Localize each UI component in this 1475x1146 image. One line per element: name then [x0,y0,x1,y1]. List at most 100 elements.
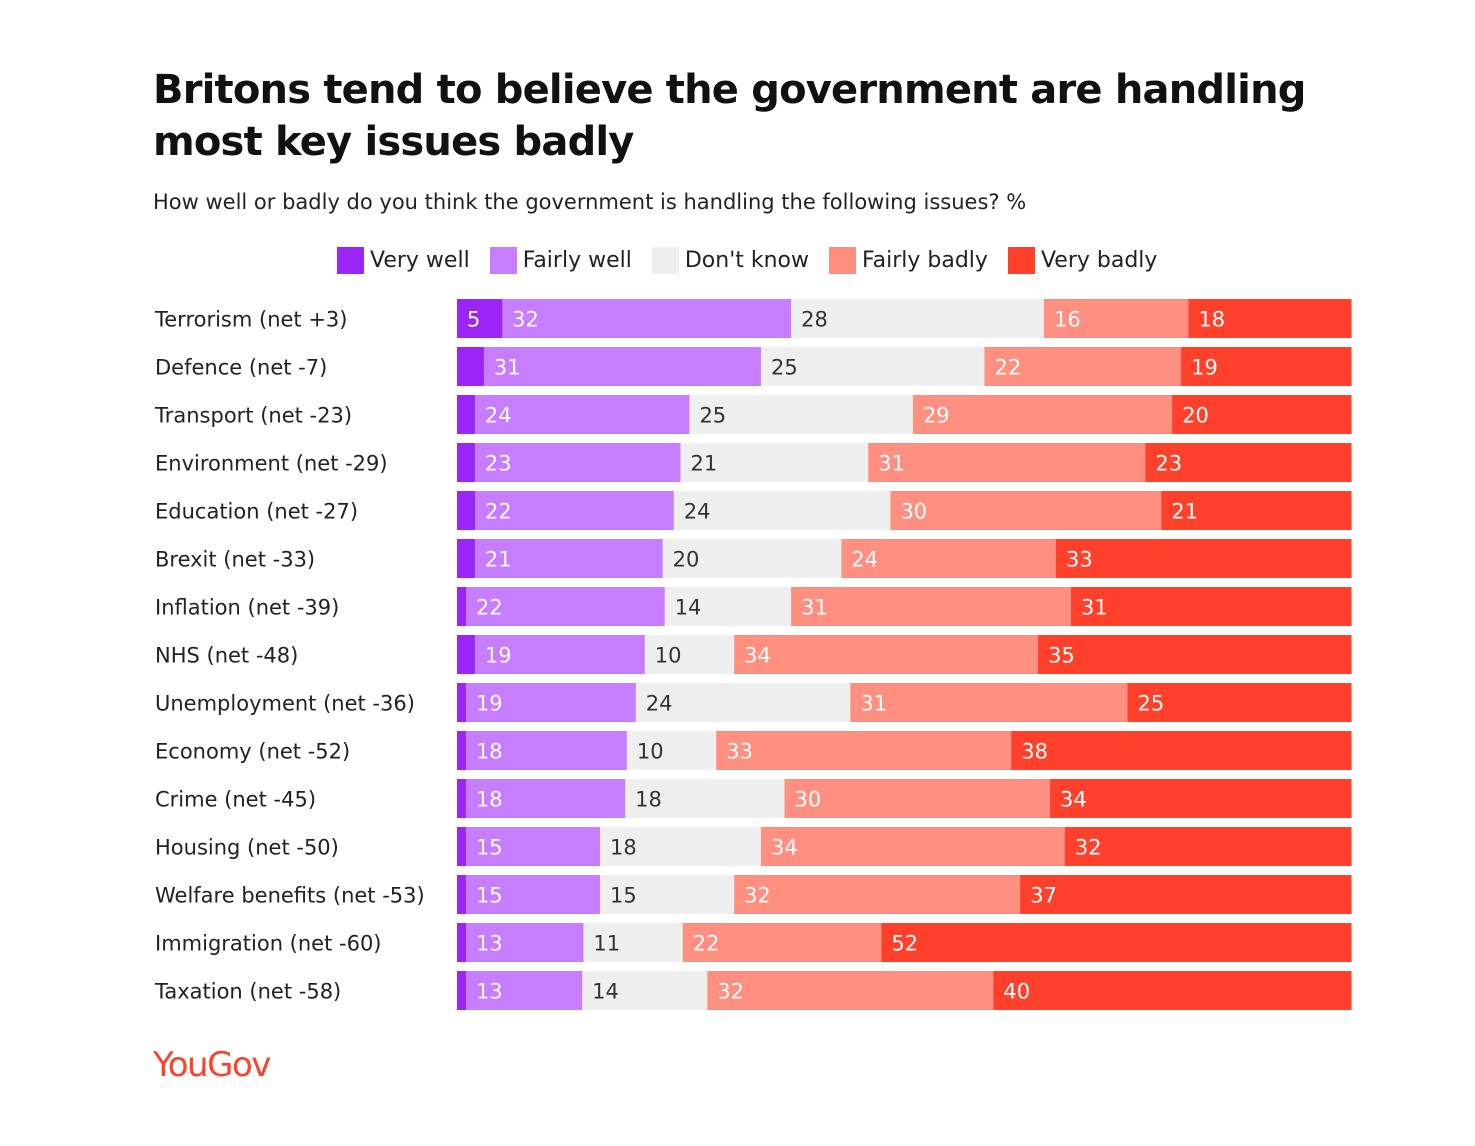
data-label-very-badly: 32 [1075,836,1102,860]
data-label-very-badly: 34 [1060,788,1087,812]
data-label-don-t-know: 14 [592,980,619,1004]
bar-segment-fairly-badly [760,827,1066,866]
data-label-don-t-know: 25 [699,404,726,428]
data-label-fairly-badly: 31 [801,596,828,620]
bar-segment-very-well [457,827,467,866]
bar-segment-fairly-well [465,971,583,1010]
bar-segment-very-well [457,443,476,482]
bar-segment-fairly-badly [682,923,882,962]
category-label: Inflation (net -39) [155,596,339,620]
bar-segment-fairly-well [475,491,675,530]
bar-segment-very-badly [1071,587,1352,626]
data-label-fairly-badly: 31 [860,692,887,716]
bar-segment-don-t-know [583,923,684,962]
data-label-fairly-badly: 30 [795,788,822,812]
bar-row-education: Education (net -27) 22 24 30 21 [155,491,1352,530]
data-label-fairly-well: 15 [476,836,503,860]
data-label-very-badly: 19 [1191,356,1218,380]
bar-segment-very-badly [1055,539,1352,578]
bar-segment-very-well [457,395,476,434]
data-label-very-badly: 38 [1021,740,1048,764]
bar-segment-fairly-badly [850,683,1128,722]
category-label: Brexit (net -33) [155,548,315,572]
bar-segment-don-t-know [673,491,891,530]
data-label-don-t-know: 20 [673,548,700,572]
bar-row-defence: Defence (net -7) 31 25 22 19 [155,347,1352,386]
bar-segment-don-t-know [635,683,851,722]
data-label-fairly-badly: 32 [744,884,771,908]
bar-segment-very-well [457,971,467,1010]
data-label-very-badly: 37 [1030,884,1057,908]
bar-segment-fairly-well [474,395,690,434]
legend-label-fairly-well: Fairly well [522,247,632,273]
bar-segment-very-badly [1064,827,1352,866]
data-label-fairly-badly: 24 [851,548,878,572]
bar-row-nhs: NHS (net -48) 19 10 34 35 [155,635,1352,674]
bar-row-economy: Economy (net -52) 18 10 33 38 [155,731,1352,770]
bar-segment-fairly-well [483,347,762,386]
category-label: Taxation (net -58) [154,980,341,1004]
bar-segment-very-well [457,539,476,578]
data-label-don-t-know: 10 [655,644,682,668]
bar-segment-fairly-well [465,683,637,722]
bar-segment-very-badly [1181,347,1352,386]
bar-segment-very-badly [1011,731,1352,770]
bar-segment-very-badly [1020,875,1352,914]
bar-segment-very-well [457,923,467,962]
bar-segment-very-well [457,875,467,914]
bar-segment-don-t-know [664,587,792,626]
data-label-don-t-know: 10 [637,740,664,764]
category-label: Terrorism (net +3) [154,308,348,332]
data-label-fairly-badly: 16 [1054,308,1081,332]
category-label: Environment (net -29) [155,452,388,476]
data-label-don-t-know: 14 [675,596,702,620]
bar-row-crime: Crime (net -45) 18 18 30 34 [155,779,1352,818]
bar-row-transport: Transport (net -23) 24 25 29 20 [154,395,1352,434]
bar-segment-very-well [457,299,503,338]
bar-segment-fairly-badly [868,443,1146,482]
bar-segment-fairly-well [474,539,664,578]
data-label-fairly-well: 18 [476,788,503,812]
bar-row-immigration: Immigration (net -60) 13 11 22 52 [155,923,1352,962]
data-label-fairly-well: 13 [476,980,503,1004]
data-label-very-badly: 23 [1155,452,1182,476]
data-label-very-badly: 52 [891,932,918,956]
data-label-very-badly: 40 [1003,980,1030,1004]
data-label-fairly-well: 21 [485,548,512,572]
legend-label-very-well: Very well [370,247,470,273]
data-label-don-t-know: 24 [684,500,711,524]
bar-segment-fairly-well [474,443,681,482]
data-label-don-t-know: 21 [691,452,718,476]
bar-segment-don-t-know [644,635,735,674]
bar-segment-don-t-know [760,347,985,386]
legend: Very well Fairly well Don't know Fairly … [337,245,1157,275]
bar-segment-very-well [457,779,467,818]
bar-segment-fairly-badly [734,875,1021,914]
category-label: Immigration (net -60) [155,932,382,956]
bar-segment-fairly-well [466,923,584,962]
bar-row-welfare-benefits: Welfare benefits (net -53) 15 15 32 37 [155,875,1352,914]
data-label-fairly-well: 31 [494,356,521,380]
category-label: Housing (net -50) [155,836,339,860]
data-label-fairly-badly: 30 [900,500,927,524]
bar-row-housing: Housing (net -50) 15 18 34 32 [155,827,1352,866]
data-label-very-badly: 31 [1081,596,1108,620]
data-label-fairly-well: 22 [476,596,503,620]
data-label-fairly-well: 32 [512,308,539,332]
data-label-don-t-know: 18 [610,836,637,860]
legend-item-fairly-badly: Fairly badly [829,246,988,274]
data-label-fairly-badly: 31 [878,452,905,476]
data-label-fairly-well: 23 [485,452,512,476]
bar-segment-very-badly [1145,443,1352,482]
legend-swatch-very-badly [1007,246,1035,274]
category-label: Welfare benefits (net -53) [155,884,425,908]
legend-item-very-well: Very well [337,246,470,274]
data-label-fairly-well: 18 [476,740,503,764]
data-label-very-badly: 21 [1171,500,1198,524]
data-label-don-t-know: 11 [593,932,620,956]
data-label-don-t-know: 28 [801,308,828,332]
legend-item-dont-know: Don't know [651,246,809,274]
bar-segment-don-t-know [600,875,735,914]
legend-swatch-very-well [337,246,364,274]
data-label-very-badly: 18 [1198,308,1225,332]
